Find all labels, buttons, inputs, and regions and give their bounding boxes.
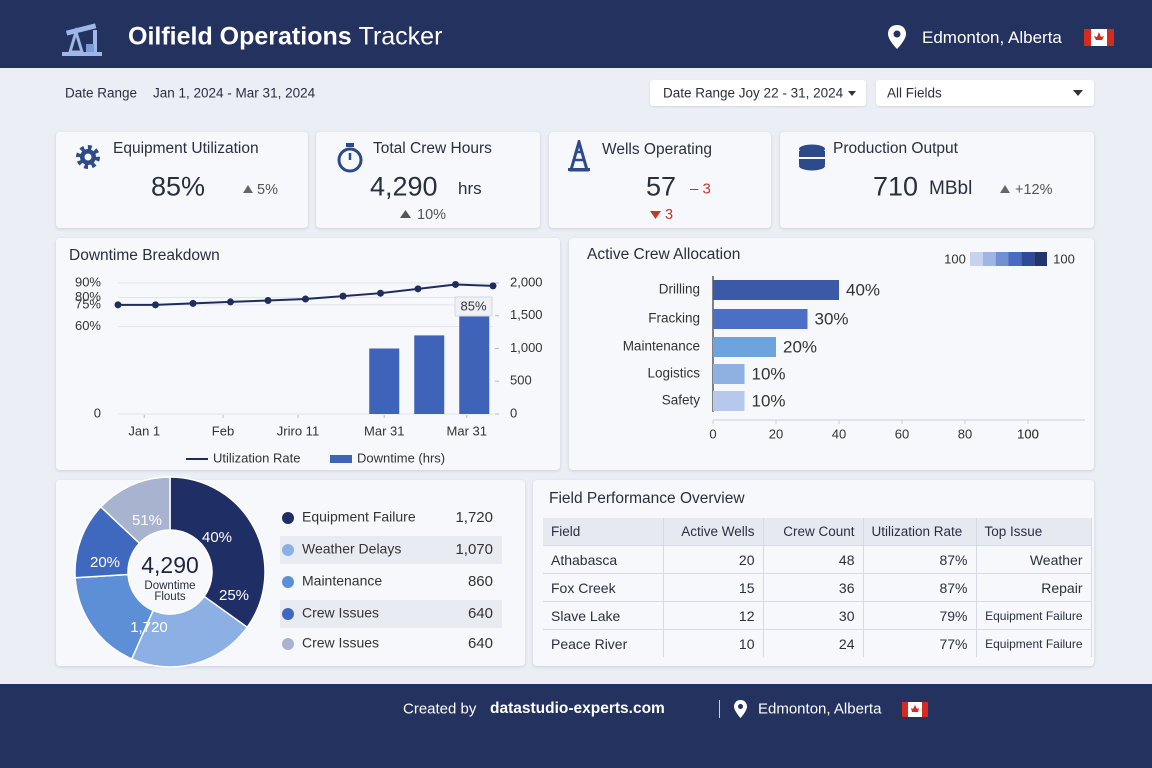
donut-center-label: Downtime Flouts — [144, 580, 196, 603]
kpi-change: 3 — [665, 207, 674, 223]
kpi-delta: – 3 — [690, 180, 711, 198]
caret — [848, 91, 856, 96]
fields-text: All Fields — [887, 85, 942, 101]
table-cell: Weather — [976, 545, 1092, 574]
downtime-panel — [56, 238, 560, 470]
crew-panel — [569, 238, 1094, 470]
down-arrow — [650, 211, 661, 219]
derrick-icon — [568, 140, 590, 172]
footer-site[interactable]: datastudio-experts.com — [490, 700, 665, 717]
gear-icon — [76, 145, 100, 169]
up-arrow — [1000, 185, 1010, 193]
flag — [902, 702, 928, 717]
header-location: Edmonton, Alberta — [922, 28, 1062, 47]
kpi-unit: MBbl — [929, 178, 973, 199]
chart-title: Downtime Breakdown — [69, 247, 220, 264]
kpi-value: 57 — [646, 171, 677, 202]
app-title: Oilfield Operations Tracker — [128, 23, 442, 52]
dropdown-text: Date Range Joy 22 - 31, 2024 — [663, 85, 844, 101]
table-title: Field Performance Overview — [549, 490, 745, 507]
caret — [1073, 90, 1083, 96]
location-pin — [888, 25, 906, 49]
table-cell: 48 — [763, 545, 864, 574]
footer-location: Edmonton, Alberta — [758, 700, 882, 718]
column-header: Active Wells — [663, 518, 764, 546]
kpi-card — [56, 132, 308, 228]
header-row: Field Active Wells Crew Count Utilization R… — [543, 518, 1092, 546]
up-arrow — [400, 210, 411, 218]
footer-created: Created by — [403, 700, 477, 718]
footer: Created by datastudio-experts.com Edmont… — [0, 684, 1152, 768]
table-cell: 24 — [763, 629, 864, 657]
donut-panel — [56, 480, 525, 666]
table-cell: 15 — [663, 573, 764, 602]
date-range-label: Date Range — [65, 85, 138, 101]
table-cell: Repair — [976, 573, 1092, 602]
performance-table: Field Active Wells Crew Count Utilization R… — [543, 518, 1092, 657]
logo-icon — [62, 23, 102, 56]
table-row: Slave Lake 12 30 79% Equipment Failure — [543, 601, 1092, 630]
kpi-value: 4,290 — [370, 171, 438, 202]
table-cell: 20 — [663, 545, 764, 574]
kpi-change: +12% — [1015, 182, 1053, 198]
table-cell: Peace River — [543, 629, 664, 657]
title-light: Tracker — [358, 22, 443, 51]
kpi-card — [780, 132, 1094, 228]
table-cell: 36 — [763, 573, 864, 602]
fields-dropdown[interactable]: All Fields — [876, 80, 1094, 106]
table-row: Fox Creek 15 36 87% Repair — [543, 573, 1092, 602]
table-row: Peace River 10 24 77% Equipment Failure — [543, 629, 1092, 657]
kpi-value: 710 — [873, 171, 919, 202]
database-icon — [799, 144, 825, 171]
column-header: Crew Count — [763, 518, 864, 546]
kpi-label: Wells Operating — [602, 141, 712, 158]
kpi-unit: hrs — [458, 179, 482, 198]
kpi-change: 10% — [417, 207, 447, 223]
date-range-value: Jan 1, 2024 - Mar 31, 2024 — [153, 85, 316, 101]
title-bold: Oilfield Operations — [128, 22, 352, 51]
location-pin — [734, 700, 747, 718]
date-dropdown[interactable]: Date Range Joy 22 - 31, 2024 — [650, 80, 866, 106]
column-header: Utilization Rate — [863, 518, 977, 546]
kpi-value: 85% — [151, 171, 206, 202]
kpi-label: Production Output — [833, 140, 958, 157]
table-cell: 77% — [863, 629, 977, 657]
table-cell: Equipment Failure — [976, 629, 1092, 657]
table-cell: 79% — [863, 601, 977, 630]
table-cell: Slave Lake — [543, 601, 664, 630]
table-cell: 10 — [663, 629, 764, 657]
table-cell: Equipment Failure — [976, 601, 1092, 630]
separator — [719, 700, 720, 718]
table-row: Athabasca 20 48 87% Weather — [543, 545, 1092, 574]
stopwatch-icon — [337, 143, 363, 173]
table-cell: Athabasca — [543, 545, 664, 574]
flag — [1084, 29, 1114, 46]
chart-title: Active Crew Allocation — [587, 246, 741, 263]
table-cell: Fox Creek — [543, 573, 664, 602]
table-cell: 87% — [863, 545, 977, 574]
column-header: Field — [543, 518, 664, 546]
table-cell: 12 — [663, 601, 764, 630]
column-header: Top Issue — [976, 518, 1092, 546]
header: Oilfield Operations Tracker Edmonton, Al… — [0, 0, 1152, 68]
table-cell: 87% — [863, 573, 977, 602]
up-arrow — [243, 185, 253, 193]
table-cell: 30 — [763, 601, 864, 630]
kpi-label: Equipment Utilization — [113, 140, 259, 157]
kpi-change: 5% — [257, 182, 278, 198]
kpi-label: Total Crew Hours — [373, 140, 492, 157]
